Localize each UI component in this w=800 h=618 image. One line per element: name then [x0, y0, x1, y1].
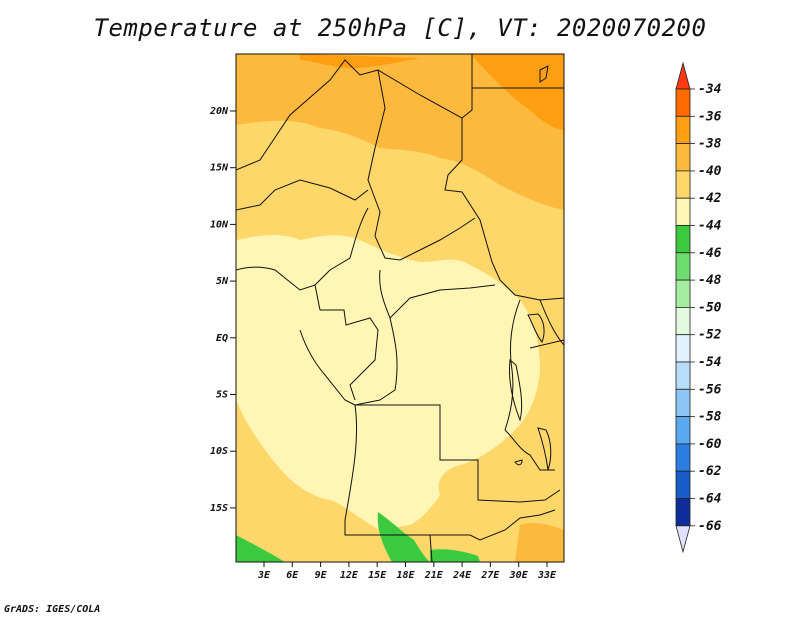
legend-swatch	[675, 279, 691, 308]
legend-swatch	[675, 170, 691, 199]
legend-swatch	[675, 252, 691, 281]
legend-label: -50	[698, 300, 722, 315]
lon-tick-label: 30E	[509, 570, 529, 581]
lat-tick-label: 20N	[209, 106, 229, 117]
legend-swatch	[675, 443, 691, 472]
legend-swatch	[675, 361, 691, 390]
lon-tick-label: 9E	[315, 570, 328, 581]
legend-swatch	[675, 197, 691, 226]
legend-arrow-top	[675, 61, 691, 90]
lon-tick-label: 27E	[480, 570, 500, 581]
legend-label: -44	[698, 219, 722, 234]
lon-tick-label: 3E	[257, 570, 271, 581]
lon-tick-label: 12E	[340, 570, 359, 581]
legend-swatch	[675, 470, 691, 499]
legend-label: -34	[698, 82, 722, 97]
lon-tick-label: 18E	[396, 570, 415, 581]
legend-swatch	[675, 498, 691, 527]
lon-tick-label: 21E	[424, 570, 444, 581]
legend-swatch	[675, 416, 691, 445]
legend-label: -42	[698, 191, 722, 206]
legend-label: -66	[698, 519, 722, 534]
credit-label: GrADS: IGES/COLA	[4, 604, 101, 615]
legend-swatch	[675, 88, 691, 117]
legend-swatch	[675, 225, 691, 254]
legend-label: -40	[698, 164, 722, 179]
legend-label: -46	[698, 246, 722, 261]
lon-tick-label: 33E	[537, 570, 557, 581]
legend-swatch	[675, 334, 691, 363]
legend-label: -38	[698, 137, 722, 152]
legend-label: -62	[698, 464, 722, 479]
longitude-axis: 3E 6E 9E 12E 15E 18E 21E 24E 27E 30E 33E	[257, 562, 557, 581]
lakes	[509, 65, 552, 471]
legend-label: -64	[698, 492, 722, 507]
lat-tick-label: 10S	[210, 446, 228, 457]
legend-swatch	[675, 115, 691, 145]
country-borders	[236, 54, 564, 562]
legend-arrow-bottom	[675, 525, 691, 554]
map-title: Temperature at 250hPa [C], VT: 202007020…	[93, 14, 707, 42]
legend-label: -36	[698, 109, 722, 124]
legend-label: -56	[698, 382, 722, 397]
lon-tick-label: 24E	[452, 570, 472, 581]
lat-tick-label: 15N	[210, 163, 229, 174]
lat-tick-label: 5S	[216, 390, 228, 401]
legend-label: -60	[698, 437, 722, 452]
map-frame	[235, 53, 565, 563]
legend-label: -52	[698, 328, 722, 343]
legend-swatch	[675, 306, 691, 336]
lat-tick-label: 10N	[210, 219, 229, 230]
legend-swatch	[675, 388, 691, 417]
lat-tick-label: EQ	[216, 333, 228, 344]
lat-tick-label: 15S	[210, 503, 228, 514]
legend-label: -48	[698, 273, 722, 288]
latitude-axis: 20N 15N 10N 5N EQ 5S 10S 15S	[209, 106, 236, 514]
lat-tick-label: 5N	[216, 276, 229, 287]
lon-tick-label: 15E	[368, 570, 387, 581]
lon-tick-label: 6E	[286, 570, 299, 581]
color-legend: -34 -36 -38 -40 -42 -44 -46 -48 -50 -52 -54 -56 -58 -…	[675, 61, 722, 554]
legend-swatch	[675, 143, 691, 172]
legend-label: -54	[698, 355, 722, 370]
legend-label: -58	[698, 410, 722, 425]
